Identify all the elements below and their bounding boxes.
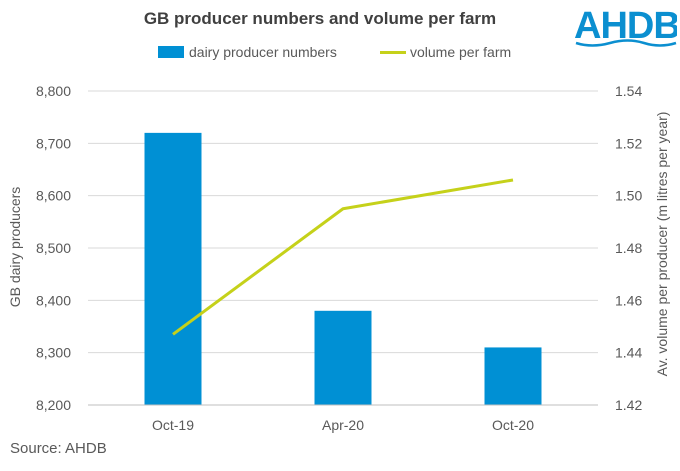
y-left-tick-label: 8,300 bbox=[36, 345, 71, 361]
y-right-tick-label: 1.50 bbox=[615, 188, 642, 204]
bar bbox=[484, 347, 542, 405]
y-left-tick-label: 8,800 bbox=[36, 83, 71, 99]
y-right-tick-label: 1.44 bbox=[615, 345, 642, 361]
ahdb-logo: AHDB bbox=[572, 2, 680, 55]
chart-title: GB producer numbers and volume per farm bbox=[143, 9, 497, 28]
bar bbox=[314, 310, 372, 405]
y-left-tick-label: 8,600 bbox=[36, 188, 71, 204]
legend-swatch-line bbox=[380, 50, 406, 54]
y-left-tick-label: 8,700 bbox=[36, 135, 71, 151]
y-left-tick-label: 8,200 bbox=[36, 397, 71, 413]
y-axis-left-label: GB dairy producers bbox=[7, 187, 23, 308]
y-right-tick-label: 1.46 bbox=[615, 292, 642, 308]
x-tick-label: Oct-20 bbox=[492, 417, 534, 433]
x-tick-label: Apr-20 bbox=[322, 417, 364, 433]
y-left-tick-label: 8,500 bbox=[36, 240, 71, 256]
legend-label-line: volume per farm bbox=[410, 44, 512, 60]
y-right-tick-label: 1.42 bbox=[615, 397, 642, 413]
bar-series bbox=[144, 132, 542, 405]
x-tick-label: Oct-19 bbox=[152, 417, 194, 433]
bar bbox=[144, 132, 202, 405]
y-axis-right-label: Av. volume per producer (m litres per ye… bbox=[654, 112, 670, 377]
line-series bbox=[172, 178, 514, 336]
legend-item-bars: dairy producer numbers bbox=[158, 44, 337, 60]
axes: 8,200 8,300 8,400 8,500 8,600 8,700 8,800 1.42 1… bbox=[36, 83, 643, 433]
y-right-tick-label: 1.54 bbox=[615, 83, 642, 99]
legend-label-bars: dairy producer numbers bbox=[189, 44, 337, 60]
y-right-tick-label: 1.48 bbox=[615, 240, 642, 256]
source-note: Source: AHDB bbox=[10, 440, 107, 457]
legend-item-line: volume per farm bbox=[380, 44, 511, 60]
legend-swatch-bars bbox=[158, 46, 184, 58]
chart-legend: dairy producer numbers volume per farm bbox=[0, 44, 680, 64]
y-left-tick-label: 8,400 bbox=[36, 292, 71, 308]
y-right-tick-label: 1.52 bbox=[615, 135, 642, 151]
